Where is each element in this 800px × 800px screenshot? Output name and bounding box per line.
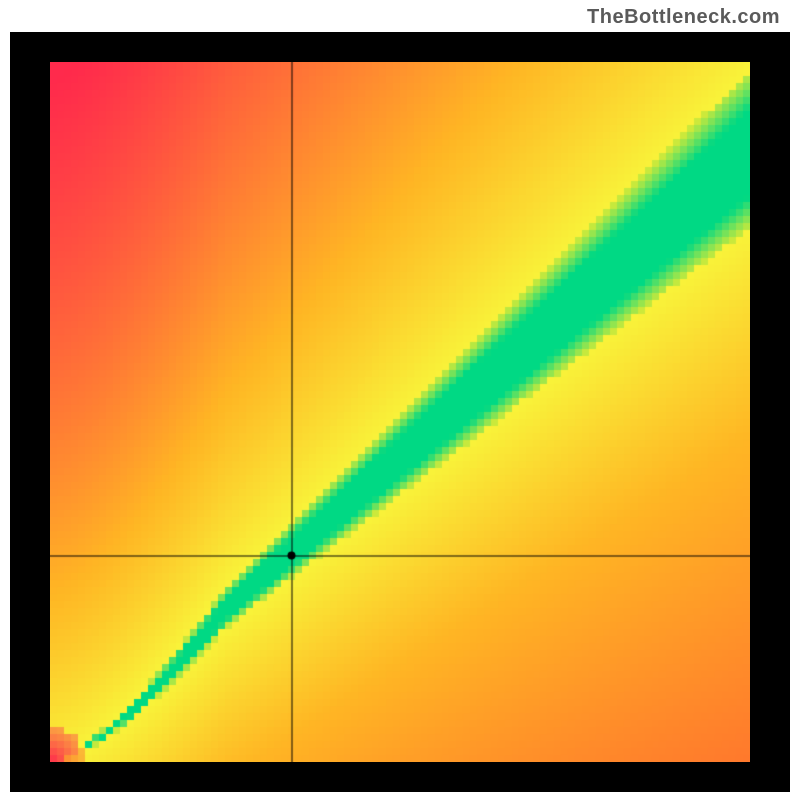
crosshair-overlay	[50, 62, 750, 762]
chart-outer-frame	[10, 32, 790, 792]
heatmap-plot-area	[50, 62, 750, 762]
watermark-text: TheBottleneck.com	[587, 6, 780, 29]
